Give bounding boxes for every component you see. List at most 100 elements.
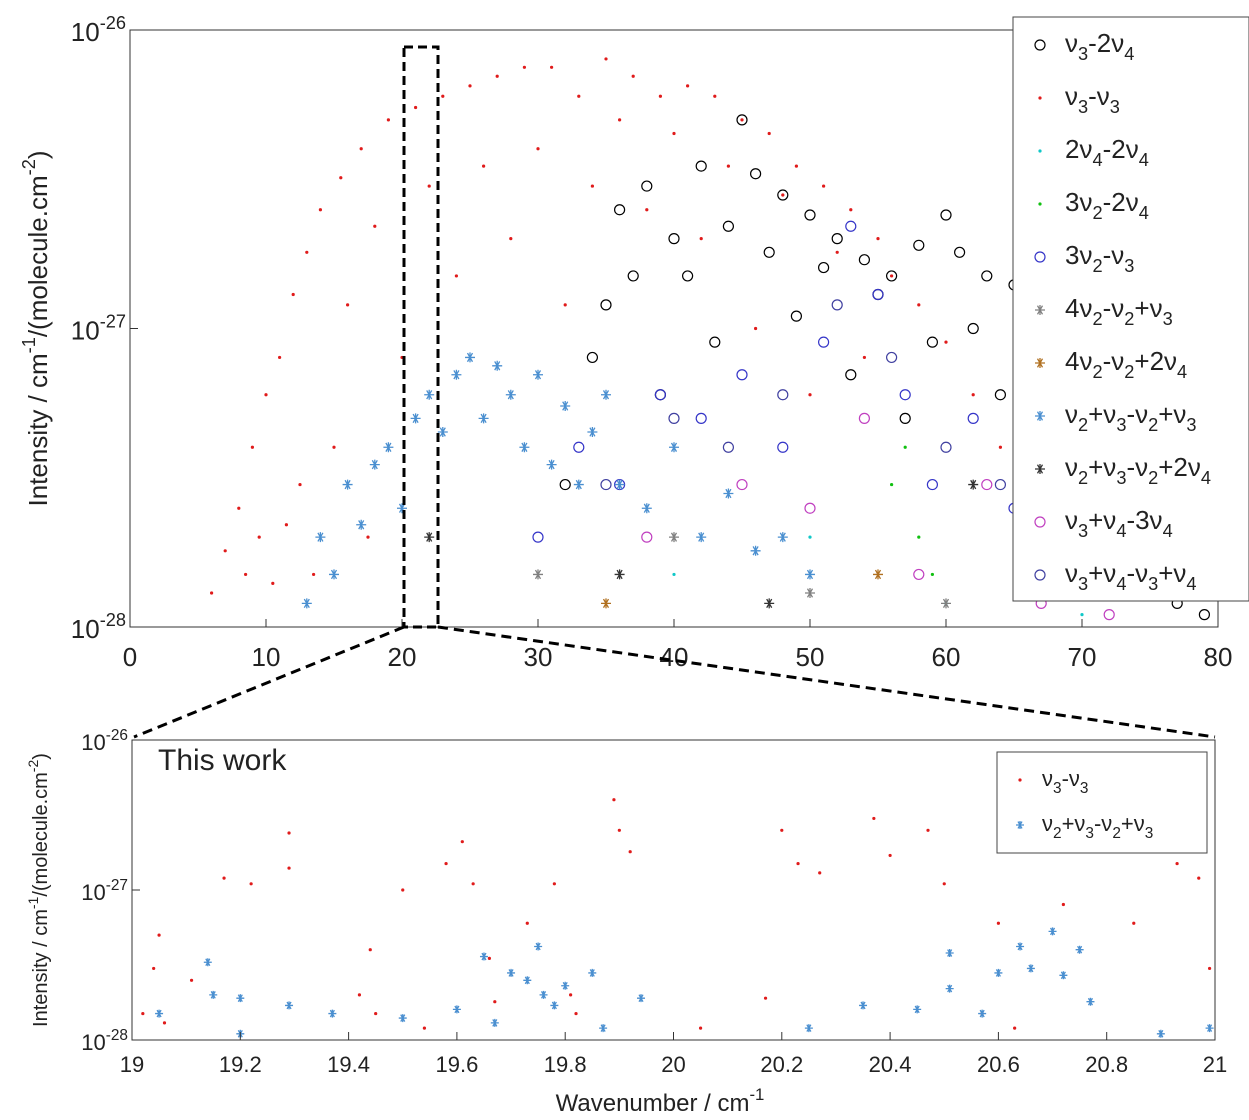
y-tick-base: 10	[71, 315, 100, 345]
point	[291, 292, 295, 297]
point	[587, 427, 598, 438]
point	[777, 441, 789, 453]
annotation: This work	[158, 744, 287, 777]
point	[967, 322, 979, 335]
point	[695, 160, 707, 172]
point	[794, 164, 799, 168]
point	[369, 459, 380, 470]
point	[539, 990, 548, 999]
point	[967, 412, 979, 424]
point	[546, 459, 557, 470]
point	[460, 840, 464, 844]
point	[383, 442, 394, 453]
point	[808, 535, 812, 539]
point	[487, 956, 491, 960]
point	[672, 131, 676, 136]
legend-label: ν2+ν3-ν2+ν3	[1065, 399, 1197, 435]
x-tick-label: 20	[388, 642, 417, 672]
point	[328, 1009, 337, 1018]
point	[559, 478, 571, 491]
point	[561, 981, 570, 990]
point	[862, 355, 867, 360]
legend-marker	[1035, 411, 1045, 421]
point	[373, 224, 377, 228]
x-axis-label: Wavenumber / cm-1	[556, 1085, 765, 1117]
legend-label: 3ν2-2ν4	[1065, 187, 1149, 223]
point	[614, 479, 625, 490]
point	[885, 351, 898, 364]
point	[926, 336, 939, 348]
point	[534, 942, 543, 951]
y-tick-label: 10-28	[81, 1027, 128, 1055]
y-tick-base: 10	[71, 17, 100, 47]
point	[817, 261, 830, 274]
point	[612, 798, 616, 802]
point	[285, 1001, 294, 1010]
point	[357, 993, 362, 997]
point	[831, 299, 843, 311]
y-axis-label: Intensity / cm-1/(molecule.cm-2)	[25, 753, 53, 1027]
point	[533, 569, 543, 580]
point	[318, 208, 322, 212]
point	[522, 65, 527, 69]
point	[614, 569, 625, 580]
point	[454, 274, 458, 278]
point	[686, 84, 690, 88]
point	[699, 237, 703, 241]
point	[618, 118, 622, 122]
point	[465, 352, 475, 363]
x-tick-label: 19.4	[327, 1052, 370, 1077]
point	[1075, 945, 1084, 954]
point	[736, 478, 748, 491]
point	[162, 1021, 167, 1025]
point	[249, 882, 253, 886]
point	[945, 984, 954, 993]
point	[831, 233, 843, 245]
point	[890, 482, 894, 487]
point	[818, 871, 822, 875]
point	[1016, 942, 1025, 951]
point	[505, 389, 516, 400]
point	[913, 239, 925, 251]
point	[641, 503, 652, 514]
point	[940, 441, 952, 453]
legend-label: ν3-ν3	[1042, 766, 1088, 797]
point	[899, 412, 911, 424]
point	[271, 581, 275, 585]
point	[672, 572, 676, 577]
point	[767, 131, 771, 136]
point	[777, 532, 788, 543]
point	[805, 569, 815, 580]
legend-marker	[1034, 516, 1046, 528]
point	[495, 74, 499, 78]
x-tick-label: 19.2	[219, 1052, 262, 1077]
point	[944, 340, 948, 344]
point	[968, 479, 979, 490]
point	[509, 237, 513, 241]
point	[519, 442, 530, 453]
point	[709, 336, 721, 348]
point	[876, 237, 880, 241]
point	[994, 389, 1007, 401]
point	[223, 549, 227, 553]
point	[641, 180, 653, 192]
x-tick-label: 10	[252, 642, 281, 672]
point	[550, 65, 554, 69]
point	[452, 1005, 461, 1014]
point	[926, 828, 930, 832]
point	[141, 1011, 145, 1016]
x-tick-label: 20	[661, 1052, 685, 1077]
point	[398, 1014, 407, 1023]
point	[723, 488, 734, 499]
point	[451, 369, 462, 380]
point	[994, 478, 1007, 491]
point	[722, 441, 735, 453]
legend-label: ν3+ν4-3ν4	[1065, 505, 1173, 541]
point	[222, 876, 226, 880]
point	[427, 184, 431, 188]
y-tick-exponent: -28	[100, 610, 126, 630]
point	[981, 270, 993, 282]
point	[301, 598, 312, 609]
y-tick-label: 10-27	[71, 311, 126, 345]
